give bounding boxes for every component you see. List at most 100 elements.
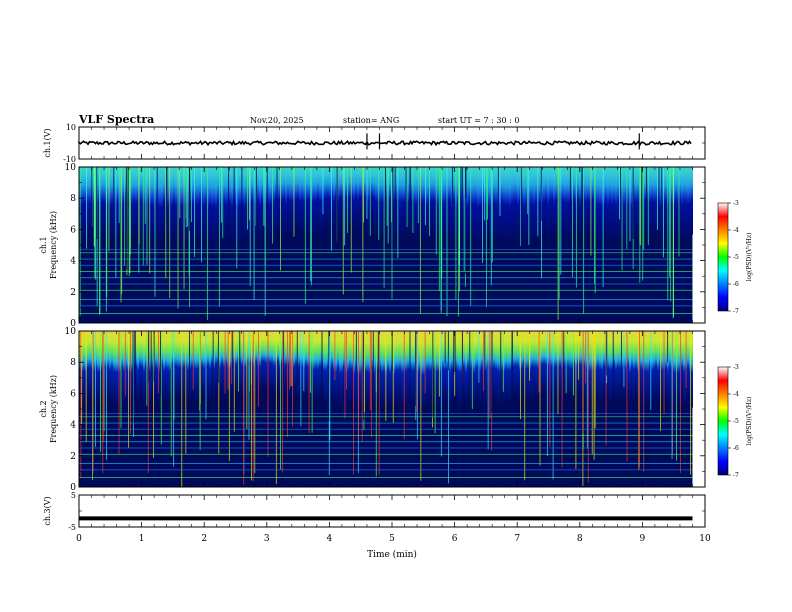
ch2-spectrogram-column	[301, 331, 303, 397]
ch1-spectrogram-column	[335, 167, 337, 229]
ch1-spectrogram-column	[503, 167, 505, 242]
y-tick-label: 6	[70, 389, 76, 399]
ch2-spectrogram-column	[687, 331, 689, 398]
ch1-spectrogram-column	[329, 167, 331, 231]
ch1-spectrogram-column	[243, 167, 245, 246]
y-tick-label: 8	[70, 194, 76, 204]
ch2-spectrogram-column	[633, 331, 635, 402]
ch1-spectrogram-column	[415, 167, 417, 243]
ch2-spectrogram-column	[295, 331, 297, 392]
ch2-spectrogram-column	[397, 331, 399, 404]
ch2-spectrogram-column	[161, 331, 163, 394]
ch1-spectrogram-column	[521, 167, 523, 238]
ch2-spectrogram-column	[359, 331, 361, 410]
ch2-spectrogram-column	[647, 331, 649, 405]
ch1-spectrogram-column	[535, 167, 537, 239]
ch1-spectrogram-column	[215, 167, 217, 250]
colorbar-tick-label: -6	[733, 445, 739, 452]
ch2-spectrogram-column	[93, 331, 95, 406]
colorbar-tick-label: -4	[733, 227, 739, 234]
ch2-spectrogram-column	[627, 331, 629, 394]
ch2-spectrogram-column	[573, 331, 575, 393]
y-tick-label: 0	[70, 319, 76, 329]
ch2-spectrogram-column	[441, 331, 443, 400]
ch1-spectrogram-column	[135, 167, 137, 241]
ch1-spectrogram-column	[133, 167, 135, 238]
ch1-voltage-trace	[78, 139, 692, 147]
ch1-spectrogram-column	[225, 167, 227, 243]
ch1-spectrogram-column	[513, 167, 515, 237]
ch2-spectrogram-column	[99, 331, 101, 406]
ch1-spectrogram-column	[529, 167, 531, 239]
ch2-spectrogram-column	[435, 331, 437, 405]
ch1-spectrogram-column	[251, 167, 253, 236]
ch1-spectrogram-column	[323, 167, 325, 233]
ch1-spectrogram-column	[437, 167, 439, 245]
ch2-spectrogram-column	[263, 331, 265, 387]
ch1-spectrogram-column	[555, 167, 557, 235]
ch1-spectrogram-column	[543, 167, 545, 238]
ch2-spectrogram-column	[677, 331, 679, 407]
ch2-spectrogram-column	[271, 331, 273, 390]
ch2-spectrogram-column	[347, 331, 349, 405]
ch2-spectrogram-column	[665, 331, 667, 400]
ch2-spectrogram-column	[405, 331, 407, 405]
ch2-spectrogram-column	[183, 331, 185, 399]
ch2-spectrogram-column	[113, 331, 115, 406]
ch2-spectrogram-column	[493, 331, 495, 398]
ch2-spectrogram-column	[581, 331, 583, 394]
ch1-spectrogram-column	[265, 167, 267, 240]
ch1-spectrogram-column	[479, 167, 481, 247]
ch1-spectrogram-column	[279, 167, 281, 232]
ch2-spectrogram-column	[551, 331, 553, 397]
ch2-spectrogram-column	[169, 331, 171, 404]
ch1-spectrogram-column	[311, 167, 313, 240]
ch2-spectrogram-column	[163, 331, 165, 405]
ch1-spectrogram-ylabel-channel: ch.1	[39, 236, 48, 253]
ch2-spectrogram-column	[197, 331, 199, 400]
ch1-spectrogram-column	[143, 167, 145, 247]
start-ut-label: start UT = 7 : 30 : 0	[438, 116, 520, 125]
ch1-spectrogram-column	[427, 167, 429, 242]
ch2-spectrogram-column	[123, 331, 125, 406]
ch2-spectrogram-column	[221, 331, 223, 391]
ch2-spectrogram-column	[383, 331, 385, 406]
ch2-spectrogram-column	[609, 331, 611, 403]
ch1-spectrogram-column	[665, 167, 667, 240]
ch2-spectrogram-column	[579, 331, 581, 394]
ch1-spectrogram-column	[579, 167, 581, 242]
ch2-spectrogram-column	[619, 331, 621, 399]
ch2-spectrogram-column	[679, 331, 681, 404]
ch1-spectrogram-column	[221, 167, 223, 240]
ch1-spectrogram-column	[599, 167, 601, 245]
ch2-spectrogram-column	[419, 331, 421, 404]
ch2-spectrogram-column	[485, 331, 487, 404]
ch1-spectrogram-column	[339, 167, 341, 230]
ch1-spectrogram-column	[571, 167, 573, 238]
ch1-spectrogram-column	[111, 167, 113, 241]
ch2-spectrogram-column	[189, 331, 191, 401]
ch1-spectrogram-column	[465, 167, 467, 245]
ch2-spectrogram-column	[325, 331, 327, 404]
ch2-spectrogram-column	[223, 331, 225, 398]
ch1-spectrogram-column	[167, 167, 169, 249]
ch1-spectrogram-column	[523, 167, 525, 246]
ch1-spectrogram-column	[423, 167, 425, 237]
ch1-spectrogram-column	[81, 167, 83, 243]
ch2-spectrogram-column	[273, 331, 275, 395]
ch2-spectrogram-column	[195, 331, 197, 402]
ch1-spectrogram-column	[471, 167, 473, 242]
ch1-spectrogram-column	[343, 167, 345, 237]
x-tick-label: 3	[264, 534, 270, 544]
ch1-spectrogram-column	[547, 167, 549, 243]
ch1-spectrogram-column	[229, 167, 231, 241]
ch2-spectrogram-column	[277, 331, 279, 387]
y-tick-label: 10	[65, 327, 77, 337]
ch1-spectrogram-column	[357, 167, 359, 235]
ch2-spectrogram-column	[393, 331, 395, 412]
ch1-spectrogram-column	[425, 167, 427, 246]
ch1-spectrogram-column	[373, 167, 375, 231]
ch2-spectrogram-column	[389, 331, 391, 409]
ch1-spectrogram-colorbar-label: log(PSD)(V²/Hz)	[746, 233, 753, 282]
